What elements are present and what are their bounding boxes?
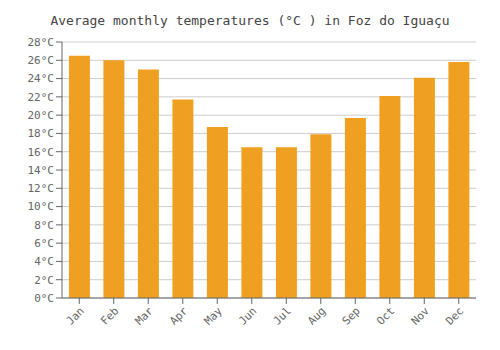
svg-text:Jul: Jul [271,304,294,327]
svg-text:Sep: Sep [340,304,363,327]
svg-text:26°C: 26°C [28,54,55,67]
html-text:Average monthly temperatures (: Average monthly temperatures (°C ) in Fo… [50,13,450,28]
svg-text:Dec: Dec [443,304,466,327]
svg-text:18°C: 18°C [28,127,55,140]
svg-text:10°C: 10°C [28,200,55,213]
svg-text:Aug: Aug [305,304,328,327]
svg-text:24°C: 24°C [28,72,55,85]
svg-text:16°C: 16°C [28,146,55,159]
svg-text:0°C: 0°C [34,292,54,305]
svg-text:Oct: Oct [374,304,397,327]
svg-text:Mar: Mar [133,304,157,328]
svg-text:May: May [202,304,226,328]
svg-text:Apr: Apr [167,304,191,328]
svg-text:20°C: 20°C [28,109,55,122]
svg-text:Nov: Nov [409,304,433,328]
svg-text:4°C: 4°C [34,255,54,268]
svg-text:12°C: 12°C [28,182,55,195]
svg-text:2°C: 2°C [34,274,54,287]
svg-text:Jun: Jun [236,304,259,327]
svg-text:Jan: Jan [64,304,87,327]
svg-text:22°C: 22°C [28,91,55,104]
svg-text:6°C: 6°C [34,237,54,250]
svg-text:28°C: 28°C [28,36,55,49]
svg-text:Feb: Feb [98,304,121,327]
svg-text:8°C: 8°C [34,219,54,232]
svg-text:14°C: 14°C [28,164,55,177]
